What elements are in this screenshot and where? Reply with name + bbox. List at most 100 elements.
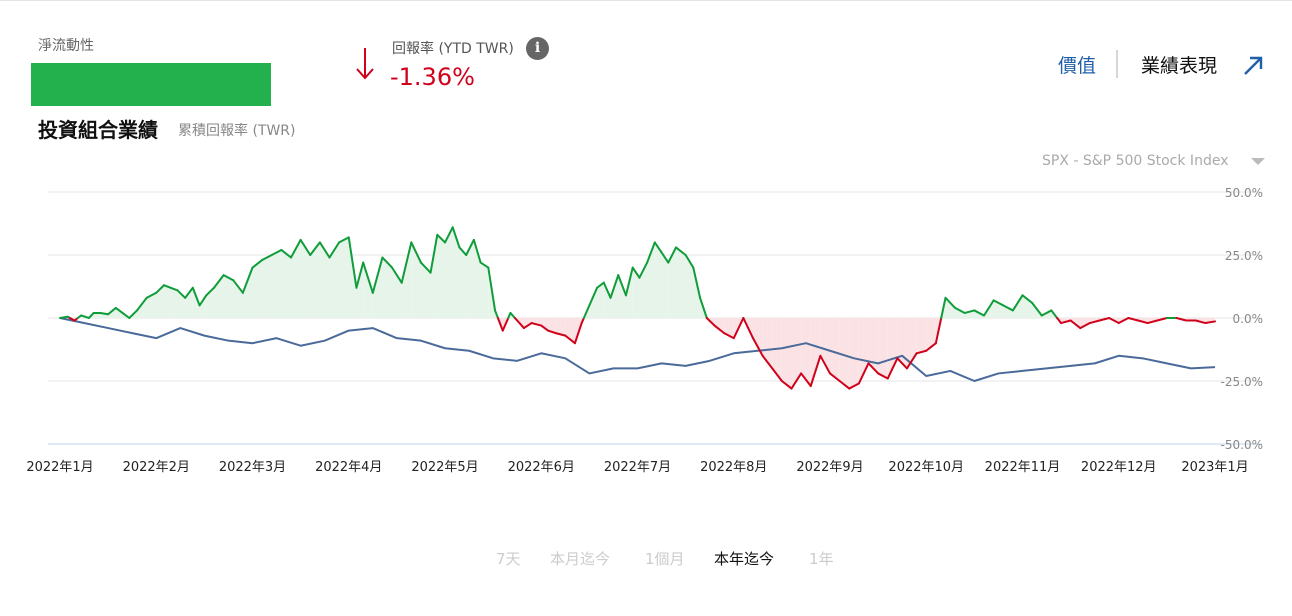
tab-performance[interactable]: 業績表現	[1141, 55, 1218, 77]
portfolio-series-line	[381, 256, 394, 269]
portfolio-series-line	[1146, 319, 1159, 325]
portfolio-series-line	[176, 289, 187, 299]
tab-value[interactable]: 價值	[1058, 55, 1097, 77]
y-tick-label: -50.0%	[1221, 438, 1263, 452]
y-tick-label: -25.0%	[1221, 375, 1263, 389]
net-flow-label: 淨流動性	[38, 38, 94, 54]
range-1y[interactable]: 1年	[809, 550, 834, 568]
x-tick-label: 2022年6月	[508, 460, 575, 475]
expand-arrow-icon[interactable]	[1242, 55, 1264, 77]
portfolio-series-line	[857, 362, 870, 385]
area-fill	[639, 262, 648, 318]
range-ytd[interactable]: 本年迄今	[714, 550, 775, 568]
portfolio-series-line	[1156, 317, 1168, 322]
area-fill	[199, 295, 207, 318]
portfolio-series-line	[87, 311, 95, 319]
portfolio-series-line	[1056, 317, 1062, 325]
portfolio-series-line	[80, 314, 90, 319]
portfolio-series-line	[1127, 317, 1139, 322]
portfolio-series-line	[992, 299, 1005, 307]
range-mtd[interactable]: 本月迄今	[550, 550, 611, 568]
area-fill	[291, 239, 301, 318]
area-fill	[310, 242, 320, 318]
x-tick-label: 2022年10月	[888, 460, 964, 475]
portfolio-series-line	[1060, 319, 1072, 325]
area-fill	[839, 318, 850, 389]
portfolio-series-line	[867, 362, 880, 375]
area-fill	[647, 242, 655, 318]
portfolio-series-line	[713, 324, 726, 335]
portfolio-series-line	[596, 281, 605, 289]
area-fill	[146, 292, 157, 318]
portfolio-series-line	[771, 367, 783, 382]
area-fill	[156, 285, 164, 318]
benchmark-series-line	[59, 317, 1216, 382]
area-fill	[541, 318, 548, 331]
portfolio-series-line	[261, 254, 273, 262]
portfolio-series-line	[896, 357, 908, 370]
portfolio-series-line	[400, 241, 413, 284]
area-fill	[329, 242, 340, 318]
area-fill	[137, 297, 147, 318]
portfolio-series-line	[522, 322, 533, 330]
portfolio-series-line	[617, 274, 627, 297]
chevron-down-icon[interactable]	[1251, 158, 1265, 165]
area-fill	[252, 260, 263, 318]
portfolio-series-line	[973, 309, 985, 317]
portfolio-series-line	[107, 306, 117, 316]
area-fill	[531, 318, 542, 326]
area-fill	[466, 239, 474, 318]
portfolio-series-line	[429, 233, 439, 274]
area-fill	[300, 239, 311, 318]
portfolio-series-line	[925, 342, 937, 352]
portfolio-series-line	[136, 296, 148, 312]
area-fill	[878, 318, 888, 379]
portfolio-series-line	[99, 311, 110, 316]
portfolio-series-line	[1011, 294, 1024, 312]
area-fill	[547, 318, 556, 334]
portfolio-series-line	[232, 279, 244, 294]
info-icon[interactable]: i	[526, 37, 549, 60]
portfolio-series-line	[752, 337, 764, 357]
portfolio-series-line	[705, 317, 716, 327]
portfolio-series-line	[318, 241, 331, 259]
portfolio-series-line	[877, 372, 889, 380]
x-tick-label: 2022年12月	[1081, 460, 1157, 475]
portfolio-series-line	[809, 354, 822, 388]
portfolio-series-line	[1069, 319, 1082, 330]
portfolio-series-line	[675, 246, 687, 256]
area-fill	[452, 227, 460, 318]
portfolio-series-line	[213, 274, 225, 289]
chart-title: 投資組合業績	[38, 118, 158, 142]
top-divider	[0, 0, 1292, 1]
portfolio-series-line	[290, 238, 302, 259]
portfolio-series-line	[1040, 309, 1053, 317]
x-tick-label: 2022年7月	[604, 460, 671, 475]
portfolio-series-line	[1021, 294, 1034, 304]
portfolio-series-line	[732, 317, 745, 340]
portfolio-series-line	[114, 306, 124, 314]
y-tick-label: 50.0%	[1225, 186, 1263, 200]
portfolio-series-line	[191, 286, 201, 307]
portfolio-series-line	[1002, 304, 1014, 312]
portfolio-series-line	[419, 261, 432, 274]
area-fill	[693, 267, 701, 318]
area-fill	[480, 262, 489, 318]
portfolio-series-line	[472, 238, 482, 264]
area-fill	[724, 318, 734, 339]
area-fill	[348, 237, 357, 318]
area-fill	[603, 282, 611, 318]
x-tick-label: 2022年1月	[26, 460, 93, 475]
portfolio-series-line	[582, 304, 591, 319]
portfolio-series-line	[509, 311, 516, 319]
portfolio-series-line	[838, 380, 851, 390]
portfolio-series-line	[653, 241, 663, 254]
range-7d[interactable]: 7天	[496, 550, 521, 568]
portfolio-series-line	[198, 294, 208, 307]
performance-chart: 50.0% 25.0% 0.0% -25.0% -50.0% 2022年1月 2022年2月…	[26, 186, 1263, 475]
benchmark-select[interactable]: SPX - S&P 500 Stock Index	[1042, 153, 1229, 169]
range-1m[interactable]: 1個月	[645, 550, 685, 568]
area-fill	[411, 242, 421, 318]
area-fill	[661, 252, 669, 318]
area-fill	[192, 287, 200, 318]
